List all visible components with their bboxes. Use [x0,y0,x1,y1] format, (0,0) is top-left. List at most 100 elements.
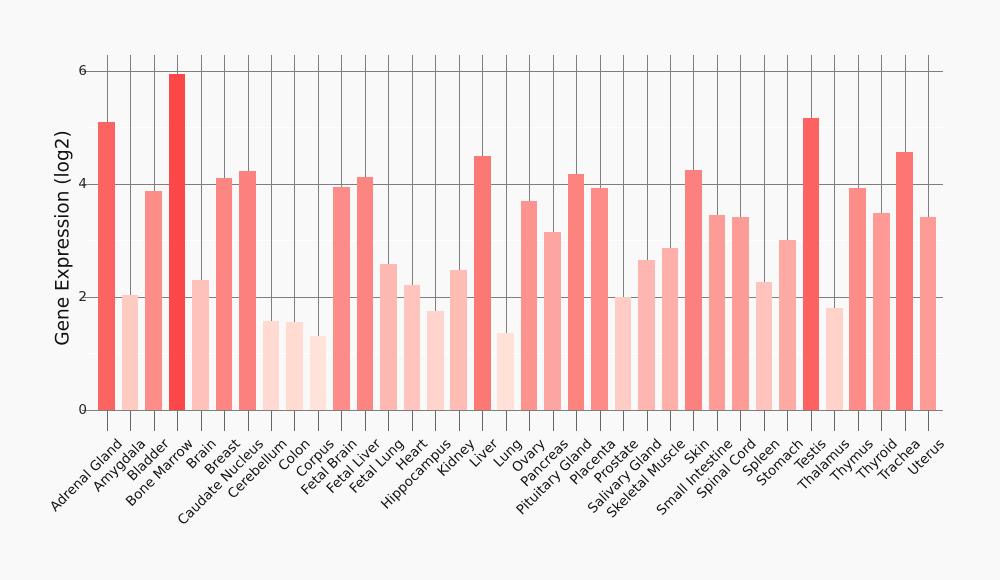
x-tick-mark [317,411,319,431]
x-tick-mark [904,411,906,431]
x-tick-mark [505,411,507,431]
x-tick-mark [106,411,108,431]
vertical-gridline [458,55,460,410]
bar-thalamus [825,308,843,410]
bar-adrenal-gland [98,121,115,410]
x-tick-mark [270,411,272,431]
bar-heart [403,284,421,410]
x-tick-mark [716,411,718,431]
bar-cerebellum [262,321,280,410]
x-tick-mark [153,411,155,431]
minor-gridline [90,240,943,242]
bar-caudate-nucleus [239,171,256,410]
x-tick-mark [458,411,460,431]
vertical-gridline [435,55,437,410]
x-tick-mark [646,411,648,431]
bar-uterus [919,217,937,410]
vertical-gridline [388,55,390,410]
bar-bone-marrow [168,73,186,410]
x-tick-mark [247,411,249,431]
x-tick-mark [552,411,554,431]
bar-skin [685,170,702,410]
bar-ovary [520,200,538,410]
x-tick-mark [364,411,366,431]
minor-gridline [90,127,943,129]
bar-lung [497,333,514,410]
major-gridline [90,70,943,72]
x-axis-baseline [90,410,943,411]
x-tick-mark [200,411,202,431]
x-tick-mark [881,411,883,431]
bar-trachea [896,152,913,410]
vertical-gridline [763,55,765,410]
x-tick-mark [224,411,226,431]
y-tick-mark [82,410,90,411]
vertical-gridline [200,55,202,410]
y-tick-label: 6 [78,62,87,79]
bar-small-intestine [708,214,726,410]
bar-testis [802,118,820,410]
vertical-gridline [669,55,671,410]
bar-pancreas [544,231,561,410]
x-tick-mark [787,411,789,431]
x-tick-mark [294,411,296,431]
bar-spleen [755,281,773,410]
bar-prostate [614,296,632,410]
x-tick-mark [740,411,742,431]
vertical-gridline [623,55,625,410]
vertical-gridline [787,55,789,410]
major-gridline [90,296,943,298]
bar-thymus [849,187,867,410]
y-tick-label: 2 [78,288,87,305]
x-tick-mark [435,411,437,431]
y-axis-title: Gene Expression (log2) [52,130,74,346]
bar-stomach [779,240,796,410]
bar-amygdala [121,295,139,410]
y-tick-label: 0 [78,402,87,418]
x-tick-mark [411,411,413,431]
x-tick-mark [341,411,343,431]
vertical-gridline [505,55,507,410]
x-tick-mark [928,411,930,431]
bar-brain [192,279,209,410]
bar-thyroid [872,213,890,410]
x-tick-mark [693,411,695,431]
vertical-gridline [646,55,648,410]
bar-colon [286,321,303,410]
bar-hippocampus [426,311,444,410]
bar-skeletal-muscle [661,248,679,410]
bar-placenta [591,187,608,410]
x-tick-mark [177,411,179,431]
vertical-gridline [317,55,319,410]
y-tick-mark [82,296,90,298]
vertical-gridline [294,55,296,410]
y-tick-label: 4 [78,175,87,192]
x-tick-mark [623,411,625,431]
vertical-gridline [130,55,132,410]
bar-corpus [309,335,327,410]
x-tick-mark [482,411,484,431]
x-tick-mark [834,411,836,431]
bar-liver [473,156,491,410]
bar-breast [215,178,233,410]
x-tick-mark [669,411,671,431]
x-tick-mark [857,411,859,431]
x-tick-mark [763,411,765,431]
y-tick-mark [82,183,90,185]
bar-fetal-lung [380,264,397,410]
bar-bladder [145,191,162,410]
bar-fetal-liver [356,177,374,410]
bar-kidney [450,269,468,410]
bar-salivary-gland [638,260,655,410]
y-tick-mark [82,70,90,72]
x-tick-mark [529,411,531,431]
x-tick-mark [599,411,601,431]
x-tick-mark [130,411,132,431]
major-gridline [90,183,943,185]
bar-spinal-cord [732,216,749,410]
vertical-gridline [270,55,272,410]
bar-fetal-brain [333,187,350,410]
vertical-gridline [411,55,413,410]
x-tick-mark [810,411,812,431]
